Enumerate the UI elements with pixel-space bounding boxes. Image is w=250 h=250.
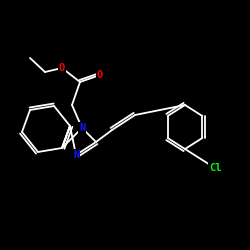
Text: N: N	[73, 150, 79, 160]
Text: Cl: Cl	[209, 163, 221, 173]
Text: O: O	[97, 70, 103, 80]
Text: N: N	[79, 123, 85, 133]
Text: O: O	[59, 63, 65, 73]
